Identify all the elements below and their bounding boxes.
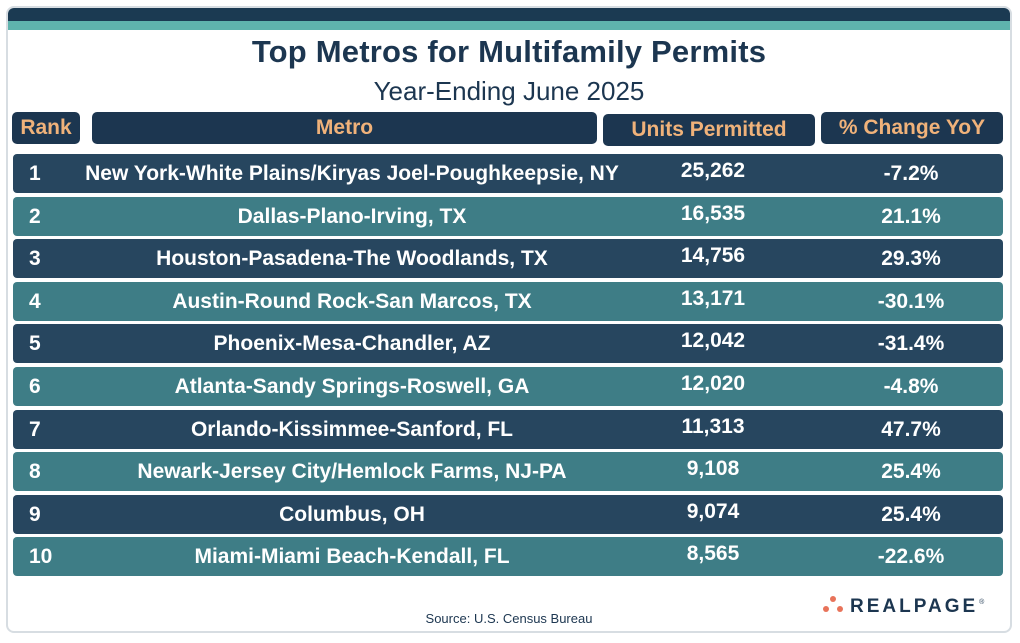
units-cell: 12,020 (680, 372, 746, 395)
rank-cell: 9 (29, 502, 41, 526)
units-cell: 25,262 (680, 159, 746, 182)
rank-cell: 8 (29, 460, 41, 484)
metro-cell: Austin-Round Rock-San Marcos, TX (172, 289, 532, 313)
pct-change-cell: 29.3% (881, 247, 941, 271)
realpage-logo: REALPAGE ® (820, 595, 984, 619)
rank-cell: 2 (29, 204, 41, 228)
pct-change-cell: 21.1% (881, 204, 941, 228)
table-row: 7 Orlando-Kissimmee-Sanford, FL 11,313 47.7… (13, 409, 1003, 449)
units-cell: 12,042 (680, 329, 746, 353)
rank-cell: 6 (29, 375, 41, 398)
source-note: Source: U.S. Census Bureau (425, 611, 593, 626)
units-cell: 14,756 (680, 244, 746, 268)
rank-cell: 10 (29, 545, 53, 569)
rank-cell: 1 (29, 162, 41, 185)
metro-cell: Miami-Miami Beach-Kendall, FL (194, 545, 510, 569)
metro-cell: Atlanta-Sandy Springs-Roswell, GA (174, 375, 530, 398)
table-row: 1 New York-White Plains/Kiryas Joel-Pough… (13, 154, 1003, 193)
rank-cell: 5 (29, 332, 41, 356)
units-cell: 11,313 (681, 414, 745, 438)
pct-change-cell: -30.1% (877, 289, 945, 313)
dots-logo-icon (820, 596, 846, 618)
table-row: 5 Phoenix-Mesa-Chandler, AZ 12,042 -31.4% (13, 324, 1003, 364)
pct-change-cell: 25.4% (881, 460, 941, 484)
table-row: 9 Columbus, OH 9,074 25.4% (13, 494, 1003, 534)
chart-subtitle: Year-Ending June 2025 (373, 76, 645, 106)
metro-cell: Houston-Pasadena-The Woodlands, TX (156, 247, 548, 271)
header-rank: Rank (12, 112, 80, 144)
table-row: 3 Houston-Pasadena-The Woodlands, TX 14,75… (13, 239, 1003, 279)
units-cell: 13,171 (680, 286, 746, 310)
pct-change-cell: -4.8% (883, 375, 939, 398)
rank-cell: 7 (29, 417, 41, 441)
table-row: 4 Austin-Round Rock-San Marcos, TX 13,171 -… (13, 281, 1003, 321)
header-units-permitted: Units Permitted (603, 114, 815, 146)
metro-cell: Phoenix-Mesa-Chandler, AZ (213, 332, 491, 356)
units-cell: 9,108 (686, 457, 740, 481)
metro-cell: Newark-Jersey City/Hemlock Farms, NJ-PA (137, 460, 567, 484)
units-cell: 8,565 (686, 542, 740, 566)
header-metro: Metro (92, 112, 597, 144)
table-row: 6 Atlanta-Sandy Springs-Roswell, GA 12,020… (13, 367, 1003, 406)
units-cell: 16,535 (680, 201, 746, 225)
metro-cell: Orlando-Kissimmee-Sanford, FL (190, 417, 514, 441)
brand-name: REALPAGE (850, 596, 979, 617)
pct-change-cell: 25.4% (881, 502, 941, 526)
rank-cell: 3 (29, 247, 41, 271)
metro-cell: Dallas-Plano-Irving, TX (237, 204, 467, 228)
pct-change-cell: -31.4% (877, 332, 945, 356)
header-pct-change: % Change YoY (821, 112, 1003, 144)
table-row: 10 Miami-Miami Beach-Kendall, FL 8,565 -22.… (13, 537, 1003, 577)
chart-title: Top Metros for Multifamily Permits (251, 34, 767, 69)
units-cell: 9,074 (686, 499, 740, 523)
pct-change-cell: -7.2% (883, 162, 939, 185)
pct-change-cell: 47.7% (881, 417, 941, 441)
pct-change-cell: -22.6% (877, 545, 945, 569)
table-row: 8 Newark-Jersey City/Hemlock Farms, NJ-PA… (13, 452, 1003, 492)
metro-cell: Columbus, OH (279, 502, 425, 526)
table-row: 2 Dallas-Plano-Irving, TX 16,535 21.1% (13, 196, 1003, 236)
metro-cell: New York-White Plains/Kiryas Joel-Poughk… (85, 162, 619, 185)
chart-frame: Top Metros for Multifamily Permits Year-… (6, 6, 1012, 633)
rank-cell: 4 (29, 289, 41, 313)
top-accent-bar (8, 8, 1010, 30)
